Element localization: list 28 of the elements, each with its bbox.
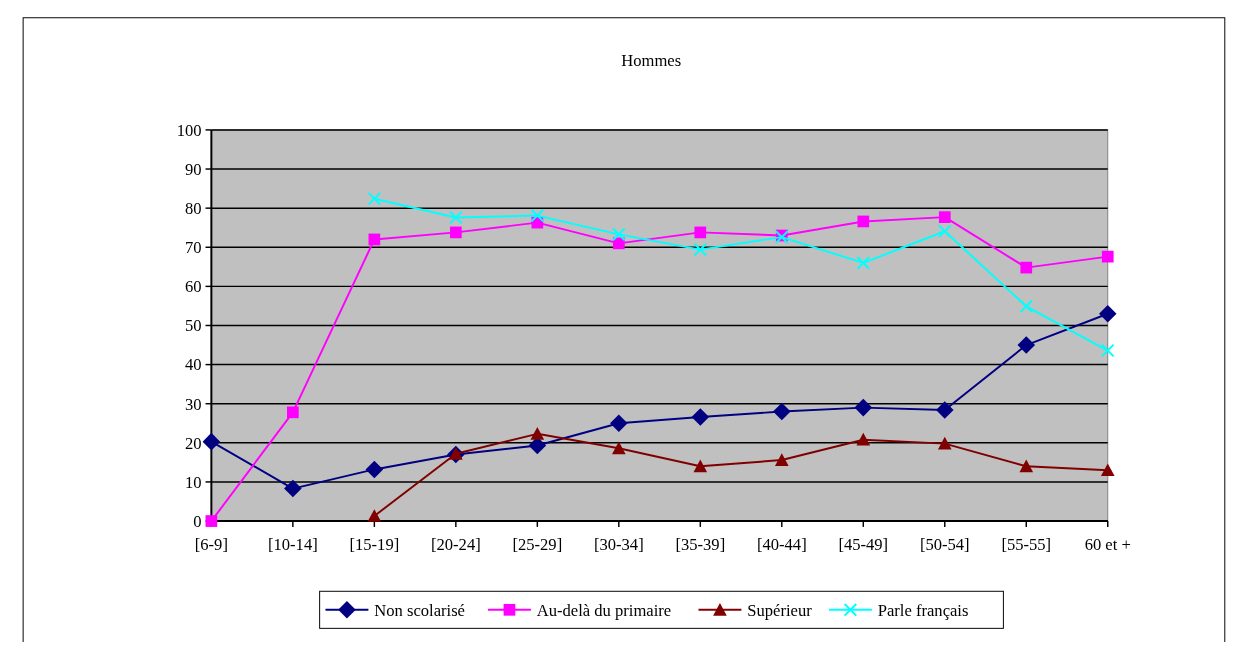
y-tick-label: 0 [193,511,202,531]
x-tick-label: [55-55] [1001,535,1052,555]
x-tick-label: [25-29] [512,535,563,555]
x-tick-label: [6-9] [194,535,228,555]
x-tick-label: [15-19] [349,535,400,555]
x-tick-label: 60 et + [1084,535,1131,555]
legend-label: Au-delà du primaire [536,600,672,620]
y-tick-label: 70 [185,238,202,258]
x-tick-label: [40-44] [756,535,807,555]
y-tick-label: 90 [185,159,202,179]
x-tick-label: [10-14] [268,535,318,555]
y-tick-label: 80 [185,198,202,218]
x-tick-label: [45-49] [838,535,889,555]
x-tick-label: [35-39] [675,535,726,555]
y-tick-label: 30 [185,394,202,414]
y-tick-label: 20 [185,433,202,453]
legend-label: Non scolarisé [374,600,465,620]
x-tick-label: [50-54] [919,535,970,555]
y-tick-label: 100 [176,120,202,140]
x-tick-label: [30-34] [593,535,644,555]
y-tick-label: 10 [185,472,202,492]
y-tick-label: 60 [185,277,202,297]
x-tick-label: [20-24] [430,535,481,555]
chart-title: Hommes [621,50,682,70]
y-tick-label: 40 [185,355,202,375]
legend-label: Parle français [877,600,969,620]
y-tick-label: 50 [185,316,202,336]
legend-label: Supérieur [747,600,813,620]
